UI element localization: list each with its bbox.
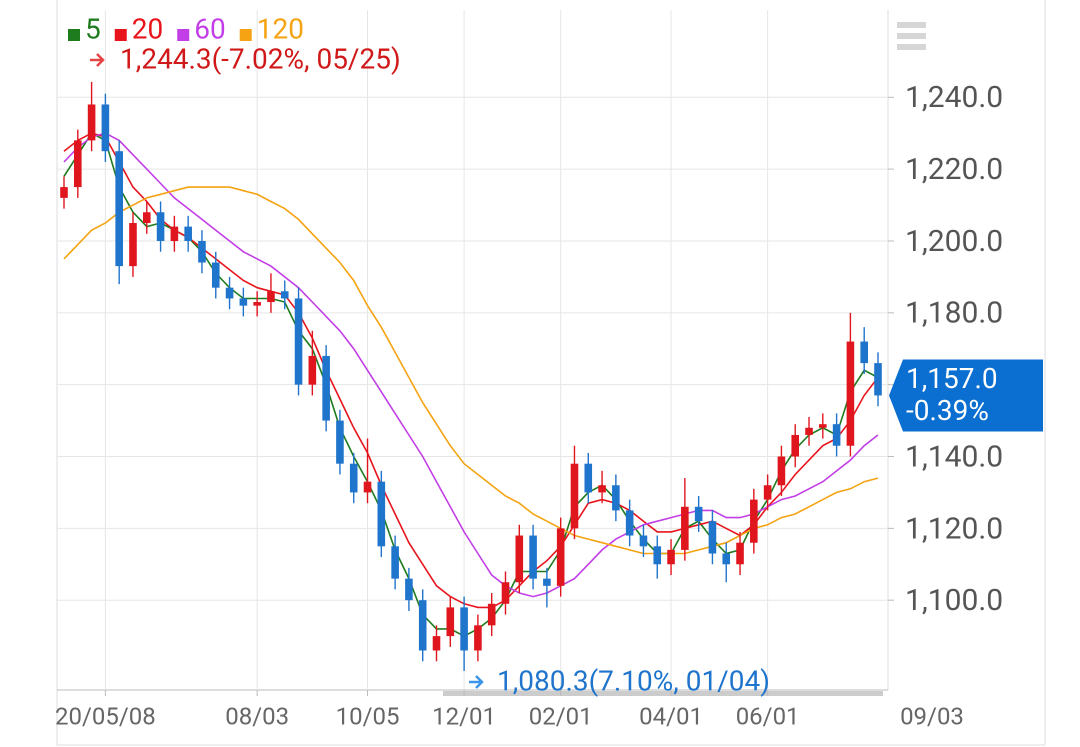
candle-body <box>239 298 248 306</box>
arrow-icon <box>90 53 105 67</box>
candle-body <box>225 287 234 299</box>
candle-body <box>750 499 758 543</box>
candle-body <box>653 546 662 565</box>
x-tick-label: 20/05/08 <box>55 702 156 730</box>
legend-swatch <box>239 29 252 41</box>
candle-body <box>791 434 800 457</box>
candle-body <box>529 535 537 579</box>
candle-body <box>501 582 510 604</box>
candle-body <box>294 298 303 385</box>
candle-body <box>763 485 772 500</box>
candle-body <box>377 481 386 547</box>
candle-body <box>115 151 123 267</box>
legend-swatch <box>114 29 127 41</box>
candle-body <box>267 291 275 303</box>
candle-body <box>694 506 703 522</box>
candle-body <box>336 420 344 464</box>
candle-body <box>556 528 565 586</box>
candle-body <box>874 363 882 396</box>
legend-label: 20 <box>132 12 163 45</box>
candle-body <box>474 625 482 651</box>
candle-body <box>805 427 813 435</box>
candle-body <box>515 535 524 583</box>
candle-body <box>391 546 399 579</box>
candle-body <box>280 291 289 299</box>
y-tick-label: 1,120.0 <box>905 511 1003 546</box>
legend-label: 60 <box>194 12 225 45</box>
candle-body <box>487 603 496 626</box>
candle-body <box>184 226 192 241</box>
y-tick-label: 1,240.0 <box>905 80 1003 115</box>
y-tick-label: 1,220.0 <box>905 152 1003 187</box>
candle-body <box>819 424 827 428</box>
x-tick-label: 12/01 <box>432 702 496 730</box>
y-tick-label: 1,180.0 <box>905 296 1003 331</box>
candle-body <box>667 549 675 565</box>
price-box <box>889 359 1043 432</box>
candle-body <box>570 463 579 529</box>
x-tick-label: 02/01 <box>529 702 593 730</box>
candle-body <box>722 553 731 565</box>
legend-swatch <box>68 29 80 41</box>
min-label: 1,080.3(7.10%, 01/04) <box>497 664 770 697</box>
candle-body <box>584 463 593 493</box>
legend-label: 5 <box>85 12 101 45</box>
candle-body <box>832 424 841 446</box>
y-tick-label: 1,140.0 <box>905 439 1003 474</box>
legend-label: 120 <box>257 12 304 45</box>
candle-body <box>460 607 468 651</box>
legend-swatch <box>177 29 190 41</box>
y-tick-label: 1,200.0 <box>905 224 1003 259</box>
candle-body <box>211 262 220 288</box>
candle-body <box>308 355 317 385</box>
menu-icon[interactable] <box>897 22 926 50</box>
candle-body <box>156 212 165 241</box>
max-label: 1,244.3(-7.02%, 05/25) <box>120 42 401 75</box>
scrollbar[interactable] <box>443 691 883 696</box>
candle-body <box>60 187 68 198</box>
candle-body <box>363 481 372 493</box>
candle-body <box>446 607 455 637</box>
candle-body <box>418 600 427 651</box>
candle-body <box>639 535 648 547</box>
candle-body <box>349 463 358 493</box>
candle-body <box>322 355 330 421</box>
candle-body <box>253 302 261 306</box>
candle-body <box>846 341 855 446</box>
candle-body <box>777 456 786 486</box>
candle-body <box>612 485 620 511</box>
candle-body <box>708 521 717 554</box>
candle-body <box>129 223 137 267</box>
x-tick-label: 10/05 <box>336 702 400 730</box>
ma-line <box>63 186 879 555</box>
candle-body <box>198 240 206 263</box>
candle-body <box>598 485 606 493</box>
arrow-icon <box>469 675 484 689</box>
y-tick-label: 1,100.0 <box>905 583 1003 618</box>
candle-body <box>736 542 744 565</box>
x-tick-label: 06/01 <box>736 702 800 730</box>
candle-body <box>87 104 96 141</box>
x-tick-label: 08/03 <box>225 702 289 730</box>
candle-body <box>101 104 110 152</box>
last-price-label: 1,157.0 <box>906 362 998 395</box>
candle-body <box>170 226 179 241</box>
x-tick-label: 09/03 <box>900 702 964 730</box>
candle-body <box>74 140 82 188</box>
candle-body <box>142 212 151 224</box>
candle-body <box>860 341 868 364</box>
candle-body <box>432 636 441 651</box>
candle-body <box>543 578 551 586</box>
x-tick-label: 04/01 <box>639 702 703 730</box>
last-change-label: -0.39% <box>906 394 989 427</box>
candle-body <box>681 506 689 550</box>
candle-body <box>405 578 413 601</box>
ma-line <box>63 132 879 598</box>
candle-body <box>625 510 634 536</box>
